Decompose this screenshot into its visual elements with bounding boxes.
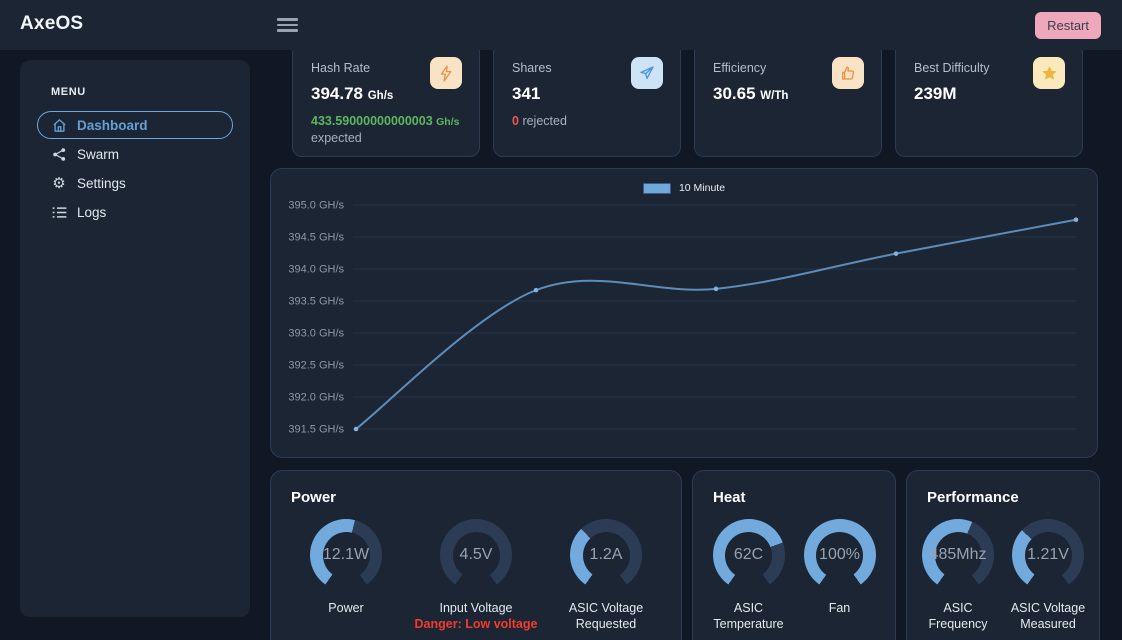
bolt-icon bbox=[430, 57, 462, 89]
svg-text:394.0 GH/s: 394.0 GH/s bbox=[288, 264, 344, 276]
asic-temperature-gauge: 62C ASIC Temperature bbox=[703, 519, 794, 633]
panel-title: Performance bbox=[927, 489, 1019, 506]
gauge-value: 12.1W bbox=[322, 546, 370, 563]
gauge-label: ASIC Voltage Requested bbox=[568, 601, 644, 632]
gauge-value: 4.5V bbox=[459, 546, 493, 563]
sidebar: MENU Dashboard Swarm ⚙ Settings Logs bbox=[20, 60, 250, 617]
gauge-label: Input Voltage bbox=[439, 601, 513, 615]
list-icon bbox=[51, 204, 67, 220]
stat-value: 239M bbox=[914, 84, 957, 103]
power-panel: Power 12.1W Power 4.5V Input Voltage Dan… bbox=[270, 470, 682, 640]
sidebar-item-swarm[interactable]: Swarm bbox=[37, 140, 233, 168]
top-bar: AxeOS Restart bbox=[0, 0, 1122, 50]
stat-card-best-difficulty: Best Difficulty 239M bbox=[895, 40, 1083, 157]
gauge-value: 100% bbox=[819, 546, 860, 563]
gauge-ring: 62C bbox=[712, 519, 785, 591]
stat-value: 341 bbox=[512, 84, 541, 103]
svg-text:393.0 GH/s: 393.0 GH/s bbox=[288, 328, 344, 340]
hashrate-line-chart: 395.0 GH/s 394.5 GH/s 394.0 GH/s 393.5 GH/s… bbox=[288, 200, 1079, 436]
stat-label: Shares bbox=[512, 61, 552, 75]
sidebar-item-label: Dashboard bbox=[77, 117, 148, 133]
fan-gauge: 100% Fan bbox=[794, 519, 885, 633]
star-icon bbox=[1033, 57, 1065, 89]
legend-swatch bbox=[642, 182, 671, 194]
gauge-label: Power bbox=[328, 601, 364, 615]
stat-label: Best Difficulty bbox=[914, 61, 990, 75]
gear-icon: ⚙ bbox=[52, 174, 66, 192]
input-voltage-gauge: 4.5V Input Voltage Danger: Low voltage bbox=[411, 519, 541, 633]
stat-value: 394.78 Gh/s bbox=[311, 84, 394, 103]
sidebar-item-label: Settings bbox=[77, 175, 126, 191]
svg-text:392.0 GH/s: 392.0 GH/s bbox=[288, 392, 344, 404]
stat-value: 30.65 W/Th bbox=[713, 84, 789, 103]
performance-panel: Performance 485Mhz ASIC Frequency 1.21V … bbox=[906, 470, 1100, 640]
asic-voltage-measured-gauge: 1.21V ASIC Voltage Measured bbox=[1003, 519, 1093, 633]
svg-text:395.0 GH/s: 395.0 GH/s bbox=[288, 200, 344, 212]
gauge-ring: 100% bbox=[803, 519, 876, 591]
gauge-label: ASIC Voltage Measured bbox=[1010, 601, 1086, 632]
gauge-ring: 485Mhz bbox=[922, 519, 994, 591]
stat-rejected: 0 rejected bbox=[512, 114, 567, 128]
svg-text:392.5 GH/s: 392.5 GH/s bbox=[288, 360, 344, 372]
sidebar-item-settings[interactable]: ⚙ Settings bbox=[37, 169, 233, 197]
sidebar-item-logs[interactable]: Logs bbox=[37, 198, 233, 226]
asic-frequency-gauge: 485Mhz ASIC Frequency bbox=[913, 519, 1003, 633]
power-gauge: 12.1W Power bbox=[281, 519, 411, 633]
gauge-ring: 1.21V bbox=[1012, 519, 1084, 591]
share-nodes-icon bbox=[51, 146, 67, 162]
panel-title: Power bbox=[291, 489, 337, 506]
sidebar-item-label: Logs bbox=[77, 204, 107, 220]
gauge-ring: 1.2A bbox=[570, 519, 642, 591]
home-icon bbox=[51, 117, 67, 133]
gauge-value: 62C bbox=[733, 546, 764, 563]
menu-section-label: MENU bbox=[51, 86, 86, 98]
gauge-value: 485Mhz bbox=[929, 546, 987, 563]
stat-label: Hash Rate bbox=[311, 61, 371, 75]
app-title: AxeOS bbox=[20, 13, 84, 34]
gauge-value: 1.21V bbox=[1027, 546, 1069, 563]
hamburger-menu-icon[interactable] bbox=[277, 15, 298, 35]
gauge-ring: 4.5V bbox=[440, 519, 512, 591]
sidebar-item-label: Swarm bbox=[77, 146, 120, 162]
svg-text:391.5 GH/s: 391.5 GH/s bbox=[288, 424, 344, 436]
gauge-label: ASIC Temperature bbox=[713, 601, 784, 632]
send-icon bbox=[631, 57, 663, 89]
panel-title: Heat bbox=[713, 489, 746, 506]
hashrate-chart-card: 395.0 GH/s 394.5 GH/s 394.0 GH/s 393.5 GH/s… bbox=[270, 168, 1098, 458]
gauge-label: Fan bbox=[828, 601, 851, 615]
stat-card-hash-rate: Hash Rate 394.78 Gh/s 433.59000000000003… bbox=[292, 40, 480, 157]
stat-expected: 433.59000000000003 Gh/s expected bbox=[311, 114, 460, 145]
thumbs-up-icon bbox=[832, 57, 864, 89]
restart-button[interactable]: Restart bbox=[1035, 12, 1101, 39]
sidebar-item-dashboard[interactable]: Dashboard bbox=[37, 111, 233, 139]
gauge-warning: Danger: Low voltage bbox=[414, 617, 538, 632]
svg-text:393.5 GH/s: 393.5 GH/s bbox=[288, 296, 344, 308]
gauge-ring: 12.1W bbox=[310, 519, 382, 591]
chart-legend[interactable]: 10 Minute bbox=[271, 182, 1097, 194]
stat-card-shares: Shares 341 0 rejected bbox=[493, 40, 681, 157]
gauge-value: 1.2A bbox=[589, 546, 623, 563]
stat-card-efficiency: Efficiency 30.65 W/Th bbox=[694, 40, 882, 157]
svg-text:394.5 GH/s: 394.5 GH/s bbox=[288, 232, 344, 244]
heat-panel: Heat 62C ASIC Temperature 100% Fan bbox=[692, 470, 896, 640]
legend-label: 10 Minute bbox=[678, 182, 726, 194]
stat-label: Efficiency bbox=[713, 61, 767, 75]
gauge-label: ASIC Frequency bbox=[928, 601, 988, 632]
asic-voltage-requested-gauge: 1.2A ASIC Voltage Requested bbox=[541, 519, 671, 633]
